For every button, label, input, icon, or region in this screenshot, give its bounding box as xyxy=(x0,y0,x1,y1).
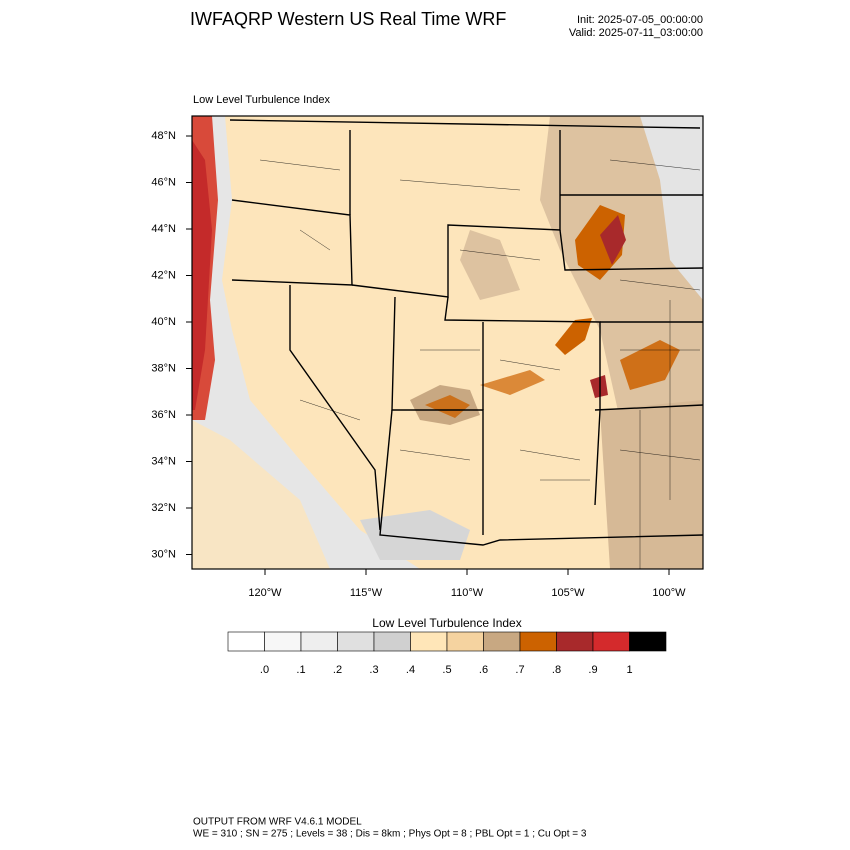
colorbar-box xyxy=(519,631,557,652)
map-subtitle: Low Level Turbulence Index xyxy=(193,94,330,106)
lat-label: 48°N xyxy=(151,130,176,142)
colorbar-label: .9 xyxy=(588,664,597,676)
colorbar-label: .8 xyxy=(552,664,561,676)
lat-label: 34°N xyxy=(151,455,176,467)
lat-label: 46°N xyxy=(151,176,176,188)
lon-label: 100°W xyxy=(652,587,686,599)
footer-line: WE = 310 ; SN = 275 ; Levels = 38 ; Dis … xyxy=(193,829,587,840)
title: IWFAQRP Western US Real Time WRF xyxy=(190,9,506,29)
state-borders xyxy=(229,119,703,546)
lat-label: 40°N xyxy=(151,316,176,328)
colorbar-label: .5 xyxy=(442,664,451,676)
colorbar-label: .2 xyxy=(333,664,342,676)
colorbar-label: .6 xyxy=(479,664,488,676)
lat-label: 30°N xyxy=(151,548,176,560)
colorbar-label: .4 xyxy=(406,664,415,676)
lat-label: 44°N xyxy=(151,223,176,235)
lon-label: 120°W xyxy=(248,587,282,599)
colorbar: .0 .1 .2 .3 .4 .5 .6 .7 .8 .9 1 xyxy=(227,631,667,676)
colorbar-box xyxy=(337,631,375,652)
lat-label: 36°N xyxy=(151,409,176,421)
colorbar-box xyxy=(556,631,594,652)
colorbar-label: 1 xyxy=(626,664,632,676)
map-frame xyxy=(191,115,704,570)
colorbar-box xyxy=(592,631,630,652)
colorbar-box xyxy=(410,631,448,652)
lon-label: 110°W xyxy=(451,587,484,599)
county-borders xyxy=(259,159,701,569)
colorbar-box xyxy=(629,631,667,652)
colorbar-box xyxy=(300,631,338,652)
colorbar-label: .3 xyxy=(369,664,378,676)
colorbar-box xyxy=(227,631,265,652)
colorbar-label: .7 xyxy=(515,664,524,676)
colorbar-box xyxy=(446,631,484,652)
lat-label: 42°N xyxy=(151,269,176,281)
lat-label: 32°N xyxy=(151,502,176,514)
lon-label: 105°W xyxy=(551,587,585,599)
colorbar-label: .0 xyxy=(260,664,269,676)
footer-line: OUTPUT FROM WRF V4.6.1 MODEL xyxy=(193,817,362,828)
colorbar-box xyxy=(373,631,411,652)
init-time: Init: 2025-07-05_00:00:00 xyxy=(577,14,703,26)
colorbar-box xyxy=(264,631,302,652)
colorbar-box xyxy=(483,631,521,652)
map-field xyxy=(192,116,703,569)
map-axes: 48°N 46°N 44°N 42°N 40°N 38°N 36°N 34°N 32°N 30°N… xyxy=(151,130,686,599)
colorbar-label: .1 xyxy=(296,664,305,676)
valid-time: Valid: 2025-07-11_03:00:00 xyxy=(569,27,703,39)
colorbar-title: Low Level Turbulence Index xyxy=(372,616,521,630)
lon-label: 115°W xyxy=(350,587,383,599)
lat-label: 38°N xyxy=(151,362,176,374)
